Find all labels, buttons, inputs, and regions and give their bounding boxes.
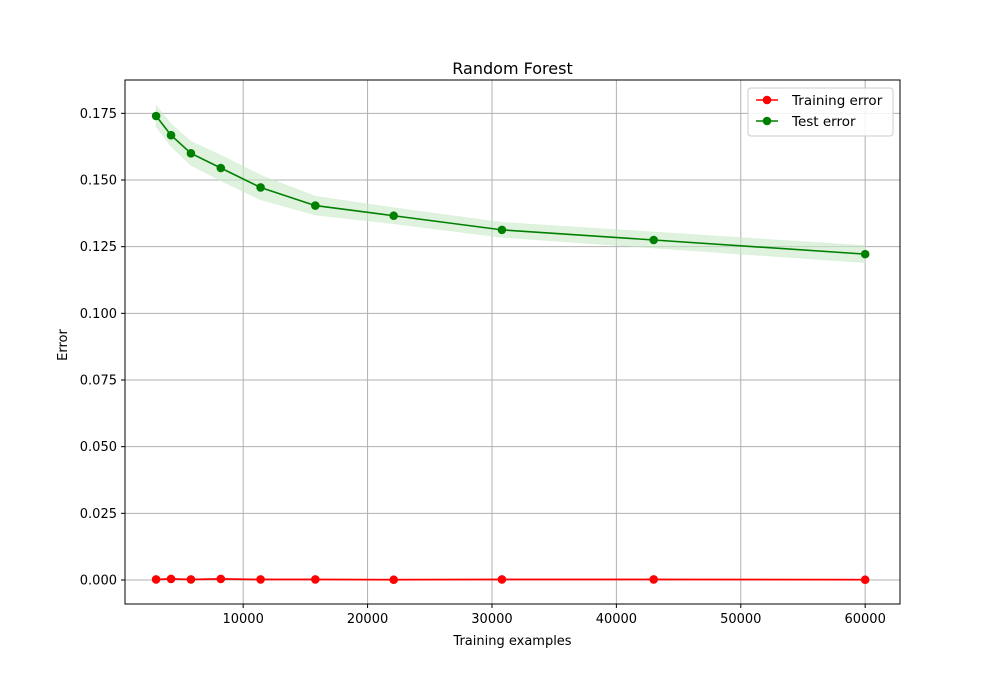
data-point-training (649, 575, 658, 584)
data-point-test (166, 130, 176, 140)
x-tick-label: 20000 (347, 612, 388, 627)
data-point-training (166, 574, 176, 584)
data-point-training (256, 575, 265, 584)
y-axis-ticks: 0.000 0.025 0.050 0.075 0.100 0.125 0.150 0.175 (80, 107, 125, 589)
data-point-training (860, 575, 870, 585)
data-point-test (186, 149, 196, 158)
axes-frame (124, 79, 901, 605)
y-tick-label: 0.175 (80, 107, 117, 122)
data-point-test (497, 225, 507, 235)
x-tick-label: 60000 (844, 612, 885, 627)
grid (125, 80, 900, 604)
y-tick-label: 0.025 (80, 507, 117, 522)
data-point-test (860, 249, 870, 259)
x-tick-label: 10000 (222, 612, 263, 627)
legend: Training error Test error (747, 87, 894, 137)
data-point-test (216, 163, 226, 173)
data-point-test (389, 211, 398, 221)
data-point-training (186, 575, 196, 584)
legend-marker (762, 95, 772, 105)
data-point-test (256, 183, 265, 192)
legend-marker (762, 116, 772, 126)
y-tick-label: 0.075 (80, 374, 117, 389)
series-line-test (155, 115, 866, 255)
x-tick-label: 40000 (596, 612, 637, 627)
plot-background (125, 80, 900, 604)
data-point-training (311, 575, 320, 584)
legend-box (747, 87, 894, 137)
plot-area (125, 80, 900, 604)
y-tick-label: 0.150 (80, 174, 117, 189)
data-point-training (389, 575, 398, 585)
data-point-training (216, 574, 226, 584)
chart-title: Random Forest (452, 59, 572, 78)
data-point-training (151, 575, 161, 584)
data-point-test (151, 111, 161, 121)
legend-label: Test error (791, 114, 856, 130)
data-point-training (497, 575, 507, 584)
y-tick-label: 0.000 (80, 574, 117, 589)
series-points (151, 111, 870, 585)
y-tick-label: 0.125 (80, 240, 117, 255)
legend-label: Training error (791, 93, 883, 109)
x-tick-label: 50000 (720, 612, 761, 627)
y-axis-label: Error (56, 329, 71, 361)
data-point-test (311, 201, 320, 210)
data-point-test (649, 235, 658, 245)
y-tick-label: 0.050 (80, 440, 117, 455)
x-axis-ticks: 10000 20000 30000 40000 50000 60000 (222, 604, 886, 627)
series-lines (155, 115, 866, 581)
x-axis-label: Training examples (452, 634, 571, 649)
plot-frame (124, 79, 901, 605)
x-tick-label: 30000 (471, 612, 512, 627)
series-line-training (156, 578, 866, 581)
y-tick-label: 0.100 (80, 307, 117, 322)
